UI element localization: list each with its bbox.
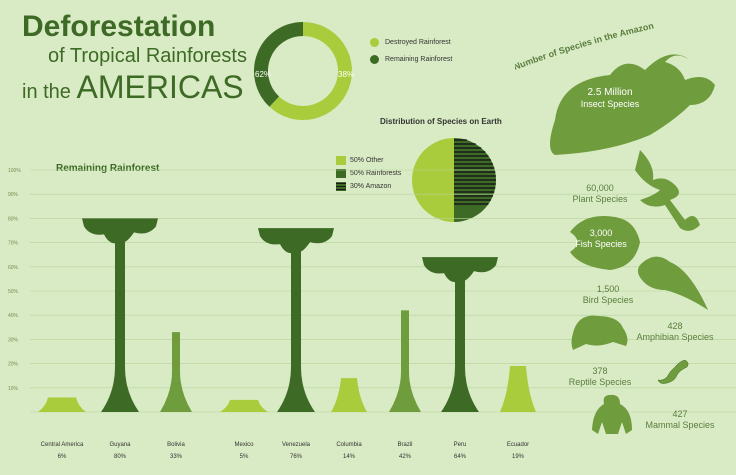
legend-swatch-other [336, 156, 346, 165]
bar-venezuela [258, 228, 334, 412]
y-tick-label: 20% [8, 362, 19, 368]
bar-ecuador [500, 366, 536, 412]
plant-species-label: 60,000 Plant Species [572, 183, 628, 204]
bar-value-label: 6% [58, 454, 67, 460]
bar-value-label: 42% [399, 454, 412, 460]
lizard-icon [657, 359, 689, 384]
y-tick-label: 50% [8, 289, 19, 295]
bar-central-america [38, 397, 86, 412]
bar-value-label: 80% [114, 454, 127, 460]
plant-icon [635, 150, 700, 231]
mammal-species-label: 427 Mammal Species [645, 409, 715, 430]
y-tick-label: 100% [8, 168, 21, 174]
y-tick-label: 70% [8, 241, 19, 247]
legend-label-destroyed: Destroyed Rainforest [385, 39, 451, 46]
legend-label-amazon: 30% Amazon [350, 183, 392, 190]
deforestation-donut-chart: 62% 38% [254, 22, 354, 120]
fish-species-label: 3,000 Fish Species [575, 228, 627, 249]
legend-label-other: 50% Other [350, 157, 384, 164]
species-distribution-pie [412, 138, 496, 222]
x-category-label: Brazil [397, 442, 412, 448]
x-category-label: Ecuador [507, 442, 529, 448]
bar-value-label: 64% [454, 454, 467, 460]
donut-legend: Destroyed Rainforest Remaining Rainfores… [370, 38, 452, 64]
y-tick-label: 90% [8, 192, 19, 198]
x-category-label: Central America [41, 442, 84, 448]
gorilla-icon [592, 394, 632, 434]
insect-species-label: 2.5 Million Insect Species [580, 87, 640, 109]
bird-species-label: 1,500 Bird Species [582, 284, 634, 305]
y-tick-label: 60% [8, 265, 19, 271]
bar-bolivia [160, 332, 192, 412]
legend-swatch-rainforests [336, 169, 346, 178]
beetle-icon [550, 54, 715, 155]
bar-value-label: 19% [512, 454, 525, 460]
bar-chart-title: Remaining Rainforest [56, 163, 160, 174]
bar-value-label: 76% [290, 454, 303, 460]
amphibian-species-label: 428 Amphibian Species [636, 321, 714, 342]
y-tick-label: 30% [8, 337, 19, 343]
x-category-label: Venezuela [282, 442, 311, 448]
page-subtitle-2: in the AMERICAS [22, 69, 244, 105]
legend-swatch-destroyed [370, 38, 379, 47]
reptile-species-label: 378 Reptile Species [568, 366, 632, 387]
legend-swatch-remaining [370, 55, 379, 64]
pie-slice-amazon [454, 139, 496, 205]
bar-columbia [331, 378, 367, 412]
bird-icon [637, 256, 708, 310]
bar-peru [422, 257, 498, 412]
legend-label-remaining: Remaining Rainforest [385, 56, 453, 63]
donut-value-label-remaining: 38% [338, 70, 354, 79]
donut-value-label-destroyed: 62% [255, 70, 271, 79]
x-category-label: Peru [454, 442, 467, 448]
species-beetle-graphic: Number of Species in the Amazon [515, 21, 715, 155]
bar-brazil [389, 310, 421, 412]
species-title-text: Number of Species in the Amazon [515, 21, 655, 72]
legend-label-rainforests: 50% Rainforests [350, 170, 402, 177]
bar-guyana [82, 218, 158, 412]
y-tick-label: 40% [8, 313, 19, 319]
distribution-legend: 50% Other 50% Rainforests 30% Amazon [336, 156, 401, 191]
page-title: Deforestation [22, 10, 216, 43]
x-category-label: Bolivia [167, 442, 185, 448]
page-subtitle-1: of Tropical Rainforests [48, 45, 247, 67]
y-tick-label: 80% [8, 216, 19, 222]
fish-icon [570, 216, 640, 270]
x-category-label: Guyana [109, 442, 131, 448]
bar-value-label: 14% [343, 454, 356, 460]
bar-value-label: 33% [170, 454, 183, 460]
frog-icon [571, 315, 628, 350]
bar-mexico [220, 399, 268, 412]
y-tick-label: 10% [8, 386, 19, 392]
x-category-label: Mexico [234, 442, 254, 448]
x-category-label: Columbia [336, 442, 362, 448]
bar-value-label: 5% [240, 454, 249, 460]
pie-slice-other [412, 138, 454, 222]
donut-slice-1 [254, 22, 304, 107]
legend-swatch-amazon [336, 182, 346, 191]
donut-slice-0 [269, 22, 352, 120]
distribution-title: Distribution of Species on Earth [380, 117, 502, 126]
